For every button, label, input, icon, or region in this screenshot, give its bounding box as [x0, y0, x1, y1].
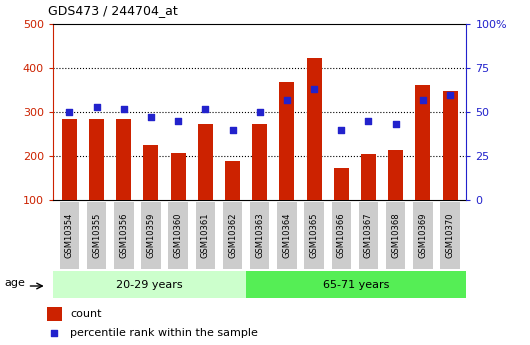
Bar — [388, 149, 403, 200]
Point — [201, 106, 209, 111]
Text: GSM10367: GSM10367 — [364, 213, 373, 258]
FancyBboxPatch shape — [114, 201, 134, 269]
FancyBboxPatch shape — [277, 201, 297, 269]
Bar — [89, 119, 104, 200]
Text: GSM10364: GSM10364 — [282, 213, 292, 258]
Point — [228, 127, 237, 132]
Text: GSM10370: GSM10370 — [446, 213, 455, 258]
Bar — [225, 161, 240, 200]
Text: GSM10359: GSM10359 — [146, 213, 155, 258]
Bar — [443, 91, 457, 200]
FancyBboxPatch shape — [413, 201, 432, 269]
Point — [147, 115, 155, 120]
FancyBboxPatch shape — [223, 201, 242, 269]
FancyBboxPatch shape — [386, 201, 405, 269]
Bar — [307, 58, 322, 200]
FancyBboxPatch shape — [359, 201, 378, 269]
FancyBboxPatch shape — [196, 201, 215, 269]
Bar — [198, 125, 213, 200]
FancyBboxPatch shape — [250, 201, 269, 269]
Point — [419, 97, 427, 102]
Point — [119, 106, 128, 111]
Text: age: age — [4, 278, 25, 288]
Point — [392, 122, 400, 127]
Text: GSM10361: GSM10361 — [201, 213, 210, 258]
FancyBboxPatch shape — [87, 201, 107, 269]
Text: GSM10355: GSM10355 — [92, 213, 101, 258]
Point — [255, 109, 264, 115]
Bar — [361, 154, 376, 200]
Bar — [334, 168, 349, 200]
Bar — [171, 152, 185, 200]
FancyBboxPatch shape — [331, 201, 351, 269]
Bar — [144, 145, 158, 200]
Point — [65, 109, 74, 115]
FancyBboxPatch shape — [440, 201, 460, 269]
Bar — [279, 82, 294, 200]
Text: GSM10354: GSM10354 — [65, 213, 74, 258]
FancyBboxPatch shape — [304, 201, 324, 269]
Bar — [246, 271, 466, 298]
Point — [92, 104, 101, 110]
Text: percentile rank within the sample: percentile rank within the sample — [70, 328, 258, 338]
Point — [446, 92, 454, 97]
Text: GSM10366: GSM10366 — [337, 213, 346, 258]
Point — [310, 87, 319, 92]
Point — [282, 97, 291, 102]
Text: GSM10365: GSM10365 — [310, 213, 319, 258]
Text: GSM10360: GSM10360 — [174, 213, 183, 258]
Bar — [252, 125, 267, 200]
Bar — [416, 85, 430, 200]
Point — [50, 331, 58, 336]
FancyBboxPatch shape — [141, 201, 161, 269]
Text: count: count — [70, 309, 102, 319]
Text: GSM10368: GSM10368 — [391, 213, 400, 258]
Bar — [47, 307, 62, 321]
Text: GDS473 / 244704_at: GDS473 / 244704_at — [48, 4, 178, 17]
Bar — [116, 119, 131, 200]
Bar — [62, 119, 77, 200]
Text: GSM10356: GSM10356 — [119, 213, 128, 258]
Text: GSM10362: GSM10362 — [228, 213, 237, 258]
Text: 20-29 years: 20-29 years — [116, 280, 183, 289]
Point — [174, 118, 182, 124]
Bar — [53, 271, 246, 298]
Point — [364, 118, 373, 124]
FancyBboxPatch shape — [59, 201, 79, 269]
Text: GSM10363: GSM10363 — [255, 213, 264, 258]
Text: GSM10369: GSM10369 — [418, 213, 427, 258]
FancyBboxPatch shape — [169, 201, 188, 269]
Point — [337, 127, 346, 132]
Text: 65-71 years: 65-71 years — [323, 280, 390, 289]
